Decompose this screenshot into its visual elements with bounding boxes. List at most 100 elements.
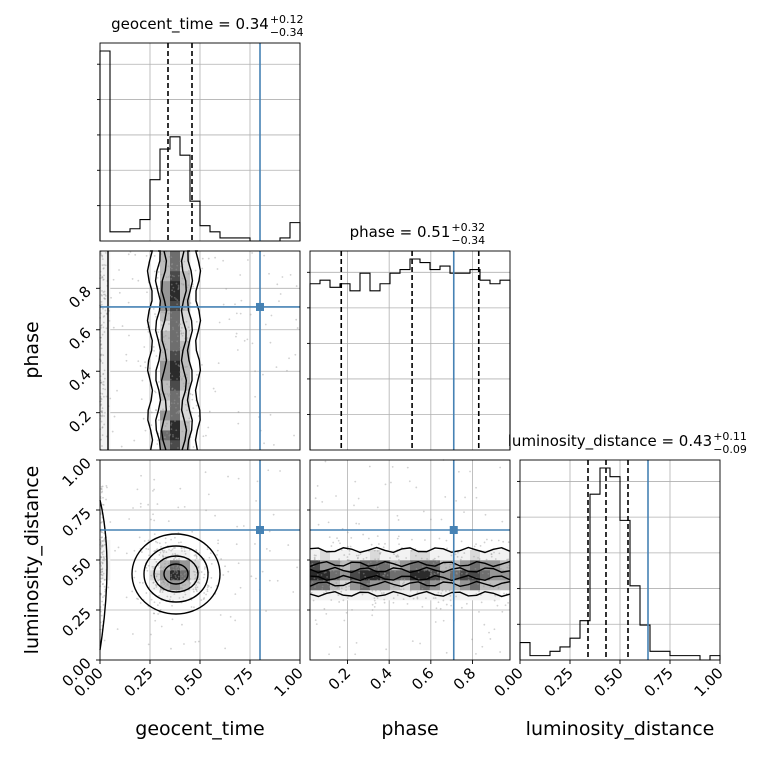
sample-point [222,259,225,262]
sample-point [214,390,217,393]
density-cell [170,590,181,601]
sample-point [100,556,103,559]
sample-point [475,543,477,546]
sample-point [187,340,189,343]
sample-point [394,561,397,564]
sample-point [384,573,386,575]
sample-point [371,581,374,584]
sample-point [365,556,368,559]
sample-point [102,291,105,294]
sample-point [234,303,236,306]
sample-point [103,293,105,296]
contour-line [131,533,221,615]
sample-point [147,643,150,646]
sample-point [155,315,157,318]
sample-point [383,598,386,601]
sample-point [171,375,174,378]
sample-point [374,566,377,569]
sample-point [191,398,194,401]
density-cell [410,560,421,571]
sample-point [466,572,469,575]
sample-point [194,588,197,590]
sample-point [220,558,223,560]
sample-point [458,583,461,586]
sample-point [151,565,154,568]
sample-point [104,294,107,297]
sample-point [166,432,168,434]
sample-point [174,420,176,423]
sample-point [173,547,175,549]
sample-point [157,439,159,442]
sample-point [177,447,179,449]
sample-point [166,422,168,425]
sample-point [101,503,104,506]
sample-point [222,574,225,576]
sample-point [209,552,212,555]
x-tick-label-luminosity-distance: 0.00 [490,664,526,700]
sample-point [437,601,440,604]
sample-point [397,555,400,558]
sample-point [356,557,359,560]
sample-point [383,572,386,575]
sample-point [101,520,103,523]
density-cell [160,590,171,601]
sample-point [144,361,146,363]
sample-point [147,330,150,333]
x-axis-label-luminosity-distance: luminosity_distance [526,718,715,740]
density-cell [170,340,181,351]
sample-point [425,597,427,600]
sample-point [177,568,180,571]
sample-point [327,580,330,583]
density-cell [170,550,181,561]
sample-point [164,425,167,427]
sample-point [177,585,180,587]
y-tick-label-luminosity-distance: 1.00 [58,454,94,490]
sample-point [292,591,295,593]
sample-point [176,392,178,395]
sample-point [506,566,509,569]
sample-point [391,465,394,468]
sample-point [173,275,175,278]
sample-point [174,552,177,555]
density-cell [460,570,471,581]
sample-point [104,293,106,296]
sample-point [398,543,400,546]
sample-point [133,549,136,552]
sample-point [153,550,156,553]
sample-point [104,309,107,312]
density-cell [100,320,111,331]
sample-point [131,633,134,635]
sample-point [100,347,103,350]
density-cell [170,400,181,411]
sample-point [100,512,102,514]
sample-point [194,586,197,589]
sample-point [102,380,105,383]
sample-point [338,601,341,603]
sample-point [504,604,507,607]
sample-point [197,565,200,568]
density-cell [440,570,451,581]
sample-point [455,499,458,502]
sample-point [100,410,103,413]
sample-point [105,327,108,330]
density-cell [330,590,341,601]
sample-point [170,428,173,431]
sample-point [103,384,105,386]
sample-point [338,558,340,561]
sample-point [477,571,480,574]
sample-point [502,540,505,543]
sample-point [102,278,105,281]
density-cell [370,570,381,581]
sample-point [103,539,106,542]
sample-point [390,481,392,484]
sample-point [481,645,484,648]
sample-point [348,585,351,588]
density-cell [100,350,111,361]
sample-point [116,628,119,631]
density-cell [170,430,181,441]
sample-point [189,577,192,580]
sample-point [100,488,103,491]
sample-point [186,559,189,562]
sample-point [175,331,178,334]
